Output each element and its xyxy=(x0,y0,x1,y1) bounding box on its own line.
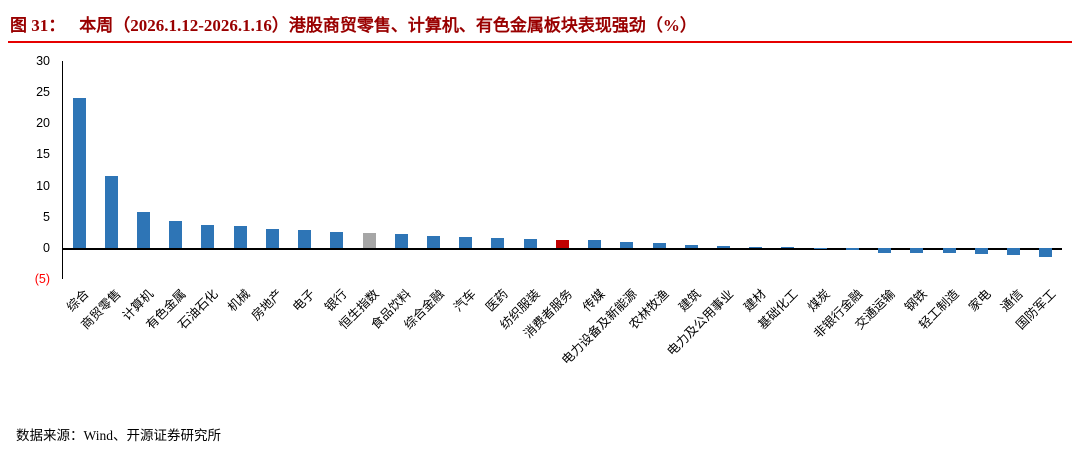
bar xyxy=(137,211,151,248)
bar-column: 计算机 xyxy=(120,61,159,323)
x-axis-label: 房地产 xyxy=(248,286,286,324)
bar xyxy=(265,229,279,248)
bar xyxy=(394,234,408,248)
bar-column: 石油石化 xyxy=(175,61,224,332)
bars-container: 综合 商贸零售 计算机 有色金属 石油石化 机械 房地产 电子 银行 恒生指数 食品饮料 综合金融 汽车… xyxy=(63,61,1062,367)
bar-column: 综合 xyxy=(63,61,95,314)
bar-column: 非银行金融 xyxy=(811,61,868,341)
y-tick-label: 0 xyxy=(43,240,50,255)
bar xyxy=(588,240,602,248)
bar xyxy=(491,237,505,248)
figure-title: 本周（2026.1.12-2026.1.16）港股商贸零售、计算机、有色金属板块… xyxy=(79,16,697,35)
bar xyxy=(652,242,666,248)
bar-column: 银行 xyxy=(321,61,353,314)
bar-column: 电力及公用事业 xyxy=(664,61,739,359)
bar xyxy=(169,221,183,248)
bar-column: 综合金融 xyxy=(401,61,449,332)
bar-column: 建筑 xyxy=(675,61,707,314)
bar-column: 交通运输 xyxy=(852,61,900,332)
bar xyxy=(1039,247,1053,258)
bar-column: 电力设备及新能源 xyxy=(559,61,643,367)
bar xyxy=(974,247,988,255)
bar-column: 钢铁 xyxy=(901,61,933,314)
bar xyxy=(427,236,441,248)
title-underline xyxy=(8,41,1072,43)
bar xyxy=(555,239,569,248)
source-text: 数据来源：Wind、开源证券研究所 xyxy=(16,428,221,443)
y-tick-label: 25 xyxy=(36,85,50,100)
bar-column: 有色金属 xyxy=(143,61,192,332)
bar xyxy=(749,246,763,248)
bar xyxy=(459,237,473,248)
bar-column: 医药 xyxy=(482,61,514,314)
y-axis: 30 25 20 15 10 5 0 (5) xyxy=(0,54,54,286)
bar-column: 通信 xyxy=(997,61,1029,314)
bar-column: 国防军工 xyxy=(1013,61,1062,332)
x-axis-label: 电子 xyxy=(289,286,318,315)
bar-column: 传媒 xyxy=(579,61,611,314)
figure-footer: 数据来源：Wind、开源证券研究所 xyxy=(16,424,221,444)
bar xyxy=(1006,247,1020,255)
bar-column: 电子 xyxy=(289,61,321,314)
bar xyxy=(362,232,376,248)
plot-area: 综合 商贸零售 计算机 有色金属 石油石化 机械 房地产 电子 银行 恒生指数 食品饮料 综合金融 汽车… xyxy=(62,61,1062,367)
bar-column: 房地产 xyxy=(249,61,288,323)
y-tick-label: 30 xyxy=(36,54,50,68)
bar xyxy=(523,238,537,248)
y-tick-label: 10 xyxy=(36,178,50,193)
figure-label: 图 31： xyxy=(10,16,66,35)
y-tick-label: 5 xyxy=(43,209,50,224)
bar-column: 食品饮料 xyxy=(369,61,417,332)
bar-column: 煤炭 xyxy=(804,61,836,314)
bar xyxy=(910,247,924,253)
bar-column: 商贸零售 xyxy=(79,61,127,332)
bar-column: 机械 xyxy=(224,61,256,314)
y-tick-label: 15 xyxy=(36,147,50,162)
x-axis-label: 汽车 xyxy=(450,286,479,315)
bar-column: 纺织服装 xyxy=(498,61,546,332)
bar-column: 农林牧渔 xyxy=(627,61,675,332)
y-tick-label: (5) xyxy=(34,272,50,286)
x-axis-label: 家电 xyxy=(966,286,994,315)
bar xyxy=(781,247,795,248)
bar-column: 建材 xyxy=(740,61,772,314)
bar-column: 恒生指数 xyxy=(337,61,385,332)
bar-chart: 30 25 20 15 10 5 0 (5) 综合 商贸零售 计算机 有色金属 石油石化 机械 房地产 电子… xyxy=(0,54,1064,367)
bar xyxy=(72,98,86,248)
bar-column: 轻工制造 xyxy=(916,61,965,332)
bar xyxy=(201,224,215,248)
bar xyxy=(878,247,892,253)
y-tick-label: 20 xyxy=(36,116,50,131)
bar xyxy=(716,246,730,248)
bar xyxy=(684,244,698,248)
bar xyxy=(813,247,827,249)
bar xyxy=(104,175,118,248)
x-axis-line xyxy=(63,247,1062,250)
bar xyxy=(620,241,634,248)
bar-column: 基础化工 xyxy=(755,61,804,332)
bar xyxy=(942,247,956,254)
bar xyxy=(330,232,344,248)
bar-column: 汽车 xyxy=(450,61,482,314)
bar xyxy=(233,226,247,248)
figure-header: 图 31： 本周（2026.1.12-2026.1.16）港股商贸零售、计算机、有… xyxy=(0,0,1080,41)
bar-column: 消费者服务 xyxy=(521,61,578,341)
bar xyxy=(298,230,312,248)
bar-column: 家电 xyxy=(965,61,997,314)
bar xyxy=(845,247,859,250)
